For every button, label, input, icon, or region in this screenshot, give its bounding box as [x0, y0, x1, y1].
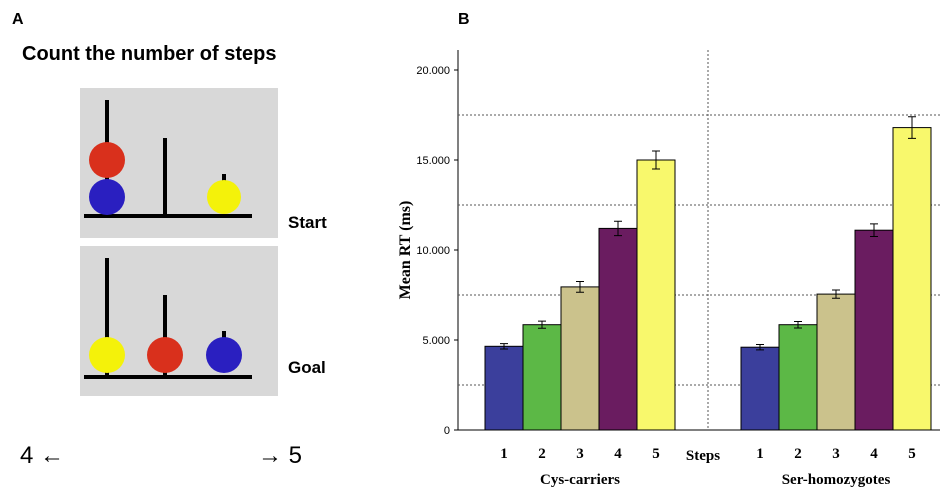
x-tick-label: 2 — [794, 446, 802, 462]
x-tick-label: 5 — [652, 446, 660, 462]
bar — [893, 128, 931, 430]
x-tick-label: 2 — [538, 446, 546, 462]
start-state — [80, 88, 278, 238]
y-axis-title: Mean RT (ms) — [397, 201, 414, 300]
group-label: Cys-carriers — [540, 472, 620, 488]
y-tick-label: 0 — [444, 425, 450, 437]
panel-title: Count the number of steps — [22, 43, 276, 65]
y-tick-label: 5.000 — [422, 335, 450, 347]
x-tick-label: 1 — [500, 446, 508, 462]
y-tick-label: 20.000 — [416, 65, 450, 77]
panel-label: A — [12, 11, 24, 28]
panel-label: B — [458, 11, 470, 28]
goal-label: Goal — [288, 358, 326, 377]
bar — [779, 325, 817, 430]
left-hint: 4 ← — [20, 442, 64, 469]
group-label: Ser-homozygotes — [782, 472, 891, 488]
x-tick-label: 4 — [614, 446, 622, 462]
x-tick-label: 4 — [870, 446, 878, 462]
bar — [817, 294, 855, 430]
x-tick-label: 3 — [576, 446, 584, 462]
bar — [637, 160, 675, 430]
y-tick-label: 15.000 — [416, 155, 450, 167]
x-tick-label: 1 — [756, 446, 764, 462]
bar — [599, 228, 637, 430]
figure: A Count the number of steps Start Goal 4… — [0, 0, 942, 490]
start-label: Start — [288, 213, 327, 232]
x-tick-label: 5 — [908, 446, 916, 462]
bar — [561, 287, 599, 430]
x-axis-title: Steps — [686, 448, 720, 464]
y-tick-label: 10.000 — [416, 245, 450, 257]
bar — [741, 347, 779, 430]
right-hint: → 5 — [258, 442, 302, 469]
bar — [855, 230, 893, 430]
bar — [485, 346, 523, 430]
bar — [523, 325, 561, 430]
goal-state — [80, 246, 278, 396]
x-tick-label: 3 — [832, 446, 840, 462]
